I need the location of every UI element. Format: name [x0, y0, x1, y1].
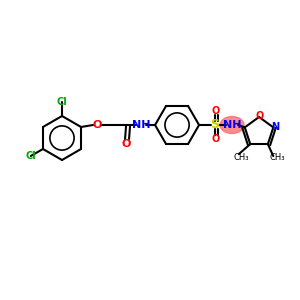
Text: O: O [256, 111, 264, 121]
Text: N: N [271, 122, 279, 132]
Text: O: O [122, 139, 131, 149]
Text: CH₃: CH₃ [269, 153, 285, 162]
Text: O: O [212, 134, 220, 144]
Text: NH: NH [223, 120, 241, 130]
Text: Cl: Cl [26, 151, 36, 161]
Text: S: S [211, 118, 220, 131]
Text: NH: NH [132, 120, 150, 130]
Text: CH₃: CH₃ [233, 153, 249, 162]
Ellipse shape [220, 116, 244, 134]
Text: Cl: Cl [57, 97, 68, 107]
Text: O: O [92, 120, 102, 130]
Text: O: O [212, 106, 220, 116]
